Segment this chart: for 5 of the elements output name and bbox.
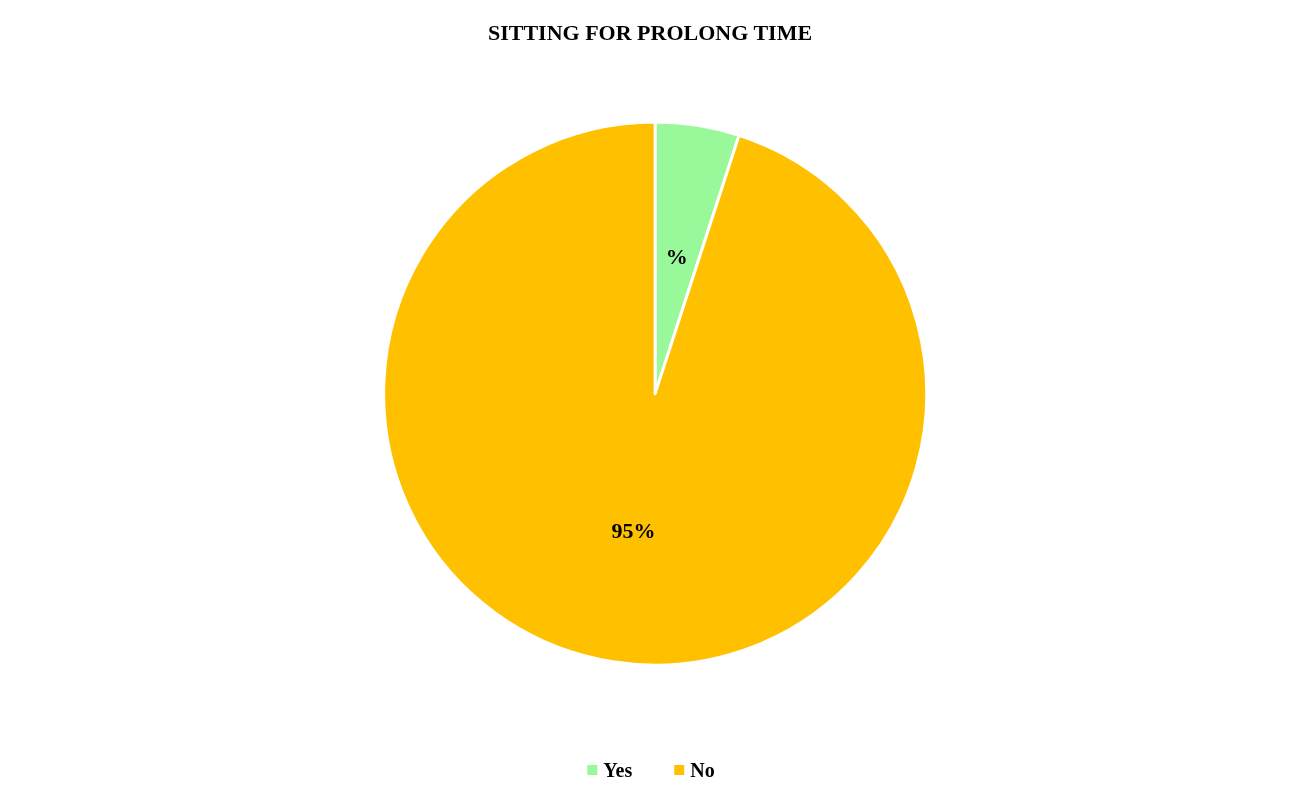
data-label: 95% [611,518,656,544]
legend-label: No [690,759,715,781]
chart-title: SITTING FOR PROLONG TIME [487,19,813,45]
legend-label: Yes [603,759,633,781]
data-label: % [665,244,688,270]
